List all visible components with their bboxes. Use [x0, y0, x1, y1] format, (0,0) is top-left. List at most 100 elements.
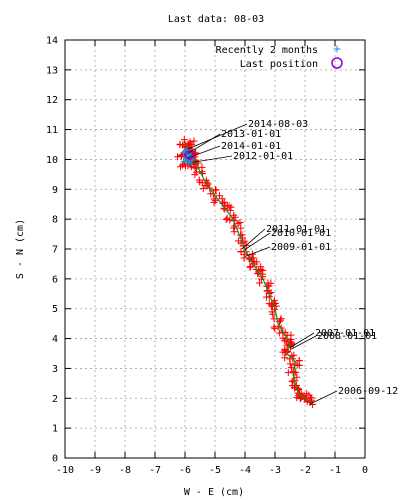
track-point: [264, 279, 272, 287]
trend-line: [184, 141, 312, 404]
y-tick-label: 0: [52, 454, 58, 465]
track-point: [281, 354, 289, 362]
date-leader-line: [244, 246, 271, 257]
x-tick-label: -6: [179, 465, 191, 476]
date-leader-line: [291, 335, 317, 350]
y-tick-label: 1: [52, 424, 58, 435]
track-point: [237, 224, 245, 232]
y-tick-label: 10: [46, 155, 58, 166]
y-tick-label: 14: [46, 36, 58, 47]
track-point: [212, 186, 220, 194]
date-label: 2013-01-01: [221, 129, 281, 140]
track-point: [284, 369, 292, 377]
y-tick-label: 2: [52, 394, 58, 405]
date-label: 2008-01-01: [317, 331, 377, 342]
x-tick-label: -8: [119, 465, 131, 476]
track-point: [289, 377, 297, 385]
x-tick-label: -4: [239, 465, 251, 476]
track-point: [234, 237, 242, 245]
track-point: [265, 282, 273, 290]
track-point: [198, 163, 206, 171]
axis-ticks: -10 -9 -8 -7 -6 -5 -4 -3 -2 -1 0012345678910111213…: [46, 36, 368, 477]
date-leader-line: [243, 232, 271, 251]
track-point: [185, 140, 193, 148]
date-label: 2009-01-01: [271, 242, 331, 253]
track-point: [293, 373, 301, 381]
track-point: [174, 153, 182, 161]
track-point: [191, 171, 199, 179]
legend-marker-last: [331, 57, 343, 69]
date-leader-line: [309, 390, 338, 405]
x-tick-label: -2: [299, 465, 311, 476]
track-point: [227, 203, 235, 211]
y-tick-label: 6: [52, 274, 58, 285]
track-point: [195, 176, 203, 184]
track-point: [265, 300, 273, 308]
plot-data: [174, 136, 317, 409]
date-label: 2011-01-01: [266, 224, 326, 235]
y-axis-label: S - N (cm): [15, 219, 26, 279]
date-label: 2014-08-03: [248, 119, 308, 130]
track-point: [210, 198, 218, 206]
track-point: [295, 357, 303, 365]
track-point: [246, 263, 254, 271]
x-axis-label: W - E (cm): [184, 487, 244, 498]
track-point: [223, 214, 231, 222]
track-point: [180, 136, 188, 144]
y-tick-label: 9: [52, 185, 58, 196]
date-annotations: 2014-08-032013-01-012014-01-012012-01-01…: [187, 119, 398, 405]
legend-recent-plus: [333, 45, 341, 53]
track-point: [257, 263, 265, 271]
track-point: [275, 329, 283, 337]
track-point: [230, 211, 238, 219]
track-point: [248, 250, 256, 258]
date-label: 2014-01-01: [221, 141, 281, 152]
y-tick-label: 3: [52, 364, 58, 375]
y-tick-label: 11: [46, 125, 58, 136]
track-point: [190, 137, 198, 145]
y-tick-label: 13: [46, 65, 58, 76]
track-point: [277, 315, 285, 323]
y-tick-label: 8: [52, 215, 58, 226]
track-point: [203, 182, 211, 190]
x-tick-label: -9: [89, 465, 101, 476]
date-leader-line: [289, 332, 315, 348]
track-point: [248, 257, 256, 265]
x-tick-label: 0: [362, 465, 368, 476]
y-tick-label: 12: [46, 95, 58, 106]
last-position-marker: [184, 150, 195, 160]
date-leader-line: [192, 155, 233, 163]
x-tick-label: -3: [269, 465, 281, 476]
date-leader-line: [187, 133, 221, 154]
track-point: [199, 184, 207, 192]
track-point: [237, 247, 245, 255]
legend-label-last: Last position: [240, 59, 318, 70]
date-leader-line: [187, 145, 221, 159]
date-label: 2006-09-12: [338, 386, 398, 397]
track-point: [271, 325, 279, 333]
track-point: [269, 310, 277, 318]
date-leader-line: [187, 123, 248, 150]
x-tick-label: -10: [56, 465, 74, 476]
chart-title: Last data: 08-03: [168, 14, 264, 25]
track-point: [236, 219, 244, 227]
track-point: [270, 315, 278, 323]
track-point: [222, 216, 230, 224]
track-point: [279, 348, 287, 356]
legend-marker-recent: [333, 45, 341, 53]
x-tick-label: -5: [209, 465, 221, 476]
date-label: 2007-01-01: [315, 328, 375, 339]
y-tick-label: 5: [52, 304, 58, 315]
grid-lines: [65, 40, 365, 458]
date-label: 2010-01-01: [271, 228, 331, 239]
track-point: [256, 279, 264, 287]
track-point: [186, 138, 194, 146]
track-point: [270, 323, 278, 331]
track-point: [211, 197, 219, 205]
track-point: [279, 334, 287, 342]
track-point: [211, 186, 219, 194]
track-point: [288, 364, 296, 372]
y-tick-label: 7: [52, 245, 58, 256]
date-label: 2012-01-01: [233, 151, 293, 162]
